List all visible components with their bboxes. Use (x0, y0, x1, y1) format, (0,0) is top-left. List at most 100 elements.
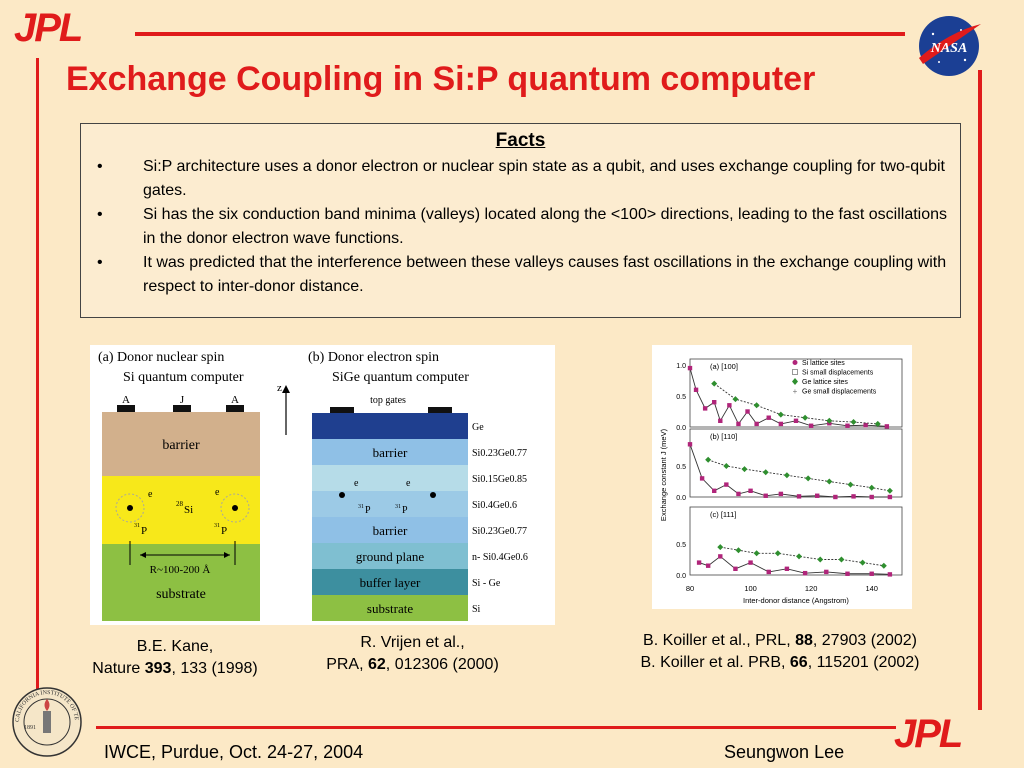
substrate-label: substrate (156, 587, 206, 602)
data-point-si (824, 569, 829, 575)
data-point-ge (817, 556, 824, 563)
donor-mass: 31 (358, 504, 364, 510)
citation-journal: B. Koiller et al., PRL, (643, 632, 796, 649)
data-point-ge (711, 380, 718, 387)
data-point-si (702, 406, 708, 411)
layer-material: n- Si0.4Ge0.6 (472, 552, 528, 563)
page-title: Exchange Coupling in Si:P quantum comput… (66, 60, 816, 98)
layer-0 (312, 413, 468, 439)
donor-label: P (221, 525, 227, 537)
chart-panel (689, 358, 903, 428)
data-point-si (718, 554, 723, 559)
layer-3 (312, 491, 468, 517)
data-point-si (845, 423, 850, 428)
gate-j-label: J (180, 394, 185, 406)
citation-koiller: B. Koiller et al., PRL, 88, 27903 (2002)… (600, 630, 960, 674)
legend-marker: + (793, 387, 798, 396)
data-point-ge (783, 472, 790, 479)
data-point-si (778, 491, 784, 497)
footer-rule (96, 726, 896, 729)
layer-name: barrier (373, 445, 408, 460)
y-tick-label: 0.5 (676, 464, 686, 471)
data-point-si (884, 424, 890, 429)
layer-material: Si0.23Ge0.77 (472, 526, 527, 537)
donor-dot (127, 505, 133, 511)
layer-name: substrate (367, 601, 413, 616)
data-point-ge (850, 419, 857, 426)
layer-material: Si - Ge (472, 578, 501, 589)
data-point-ge (874, 420, 881, 427)
gate-a1 (117, 405, 135, 412)
donor-label: P (141, 525, 147, 537)
layer-5 (312, 543, 468, 569)
chart-panel (689, 428, 903, 498)
legend-entry: Ge small displacements (802, 389, 877, 396)
layer-name: barrier (373, 523, 408, 538)
layer-name: ground plane (356, 549, 424, 564)
data-point-si (845, 571, 850, 576)
data-point-ge (886, 487, 893, 494)
y-tick-label: 0.0 (676, 573, 686, 580)
layer-name: buffer layer (360, 575, 421, 590)
gate-a2 (226, 405, 244, 412)
data-point-ge (859, 559, 866, 566)
series-line (689, 444, 890, 498)
data-point-si (724, 482, 729, 487)
gate-a1-label: A (122, 394, 130, 406)
legend-marker (792, 360, 798, 365)
data-point-ge (753, 550, 760, 557)
seal-year: 1891 (24, 725, 36, 731)
top-gate (428, 407, 452, 413)
data-point-ge (753, 402, 760, 409)
electron-label: e (148, 489, 153, 500)
panel-label: (c) [111] (710, 510, 736, 519)
si-mass: 28 (176, 500, 184, 508)
jpl-logo-footer: JPL (894, 712, 963, 756)
layer-material: Si (472, 604, 481, 615)
citation-vrijen-author: R. Vrijen et al., (360, 634, 465, 651)
data-point-ge (723, 463, 730, 469)
barrier-label: barrier (162, 438, 200, 453)
fact-text: Si:P architecture uses a donor electron … (143, 158, 945, 199)
donor-dot (232, 505, 238, 511)
layer-4 (312, 517, 468, 543)
si-label: Si (184, 504, 193, 516)
citation-pages: , 115201 (2002) (807, 654, 920, 671)
data-point-si (863, 422, 868, 428)
donor-dot (339, 492, 345, 498)
donor-mass: 31 (214, 523, 220, 529)
z-axis-label: z (277, 382, 282, 394)
citation-volume: 62 (368, 656, 386, 673)
x-tick-label: 140 (865, 584, 878, 593)
series-line (713, 383, 878, 425)
left-rule (36, 58, 39, 710)
electron-label: e (354, 478, 359, 489)
legend-entry: Si lattice sites (802, 360, 845, 367)
layer-material: Si0.4Ge0.6 (472, 500, 517, 511)
citation-pages: , 27903 (2002) (812, 632, 917, 649)
gate-a2-label: A (231, 394, 239, 406)
y-axis-label: Exchange constant J (meV) (659, 428, 668, 521)
legend-entry: Ge lattice sites (802, 379, 848, 386)
layer-7 (312, 595, 468, 621)
citation-pages: , 133 (1998) (171, 660, 258, 677)
data-point-si (793, 418, 799, 423)
citation-pages: , 012306 (2000) (385, 656, 499, 673)
series-line (689, 367, 887, 427)
x-tick-label: 120 (805, 584, 818, 593)
fig-a-title: (a) Donor nuclear spin (98, 350, 224, 365)
data-point-ge (774, 550, 781, 557)
distance-label: R~100-200 Å (150, 564, 211, 576)
top-gates-label: top gates (370, 395, 406, 406)
citation-journal: B. Koiller et al. PRB, (640, 654, 790, 671)
data-point-si (887, 572, 893, 577)
fig-b-subtitle: SiGe quantum computer (332, 370, 469, 385)
data-point-ge (735, 547, 742, 554)
layer-substrate (102, 544, 260, 621)
data-point-si (869, 494, 874, 500)
data-point-si (693, 387, 699, 392)
donor-mass: 31 (395, 504, 401, 510)
data-point-si (754, 421, 759, 427)
legend-marker (792, 369, 798, 375)
data-point-si (736, 491, 741, 497)
